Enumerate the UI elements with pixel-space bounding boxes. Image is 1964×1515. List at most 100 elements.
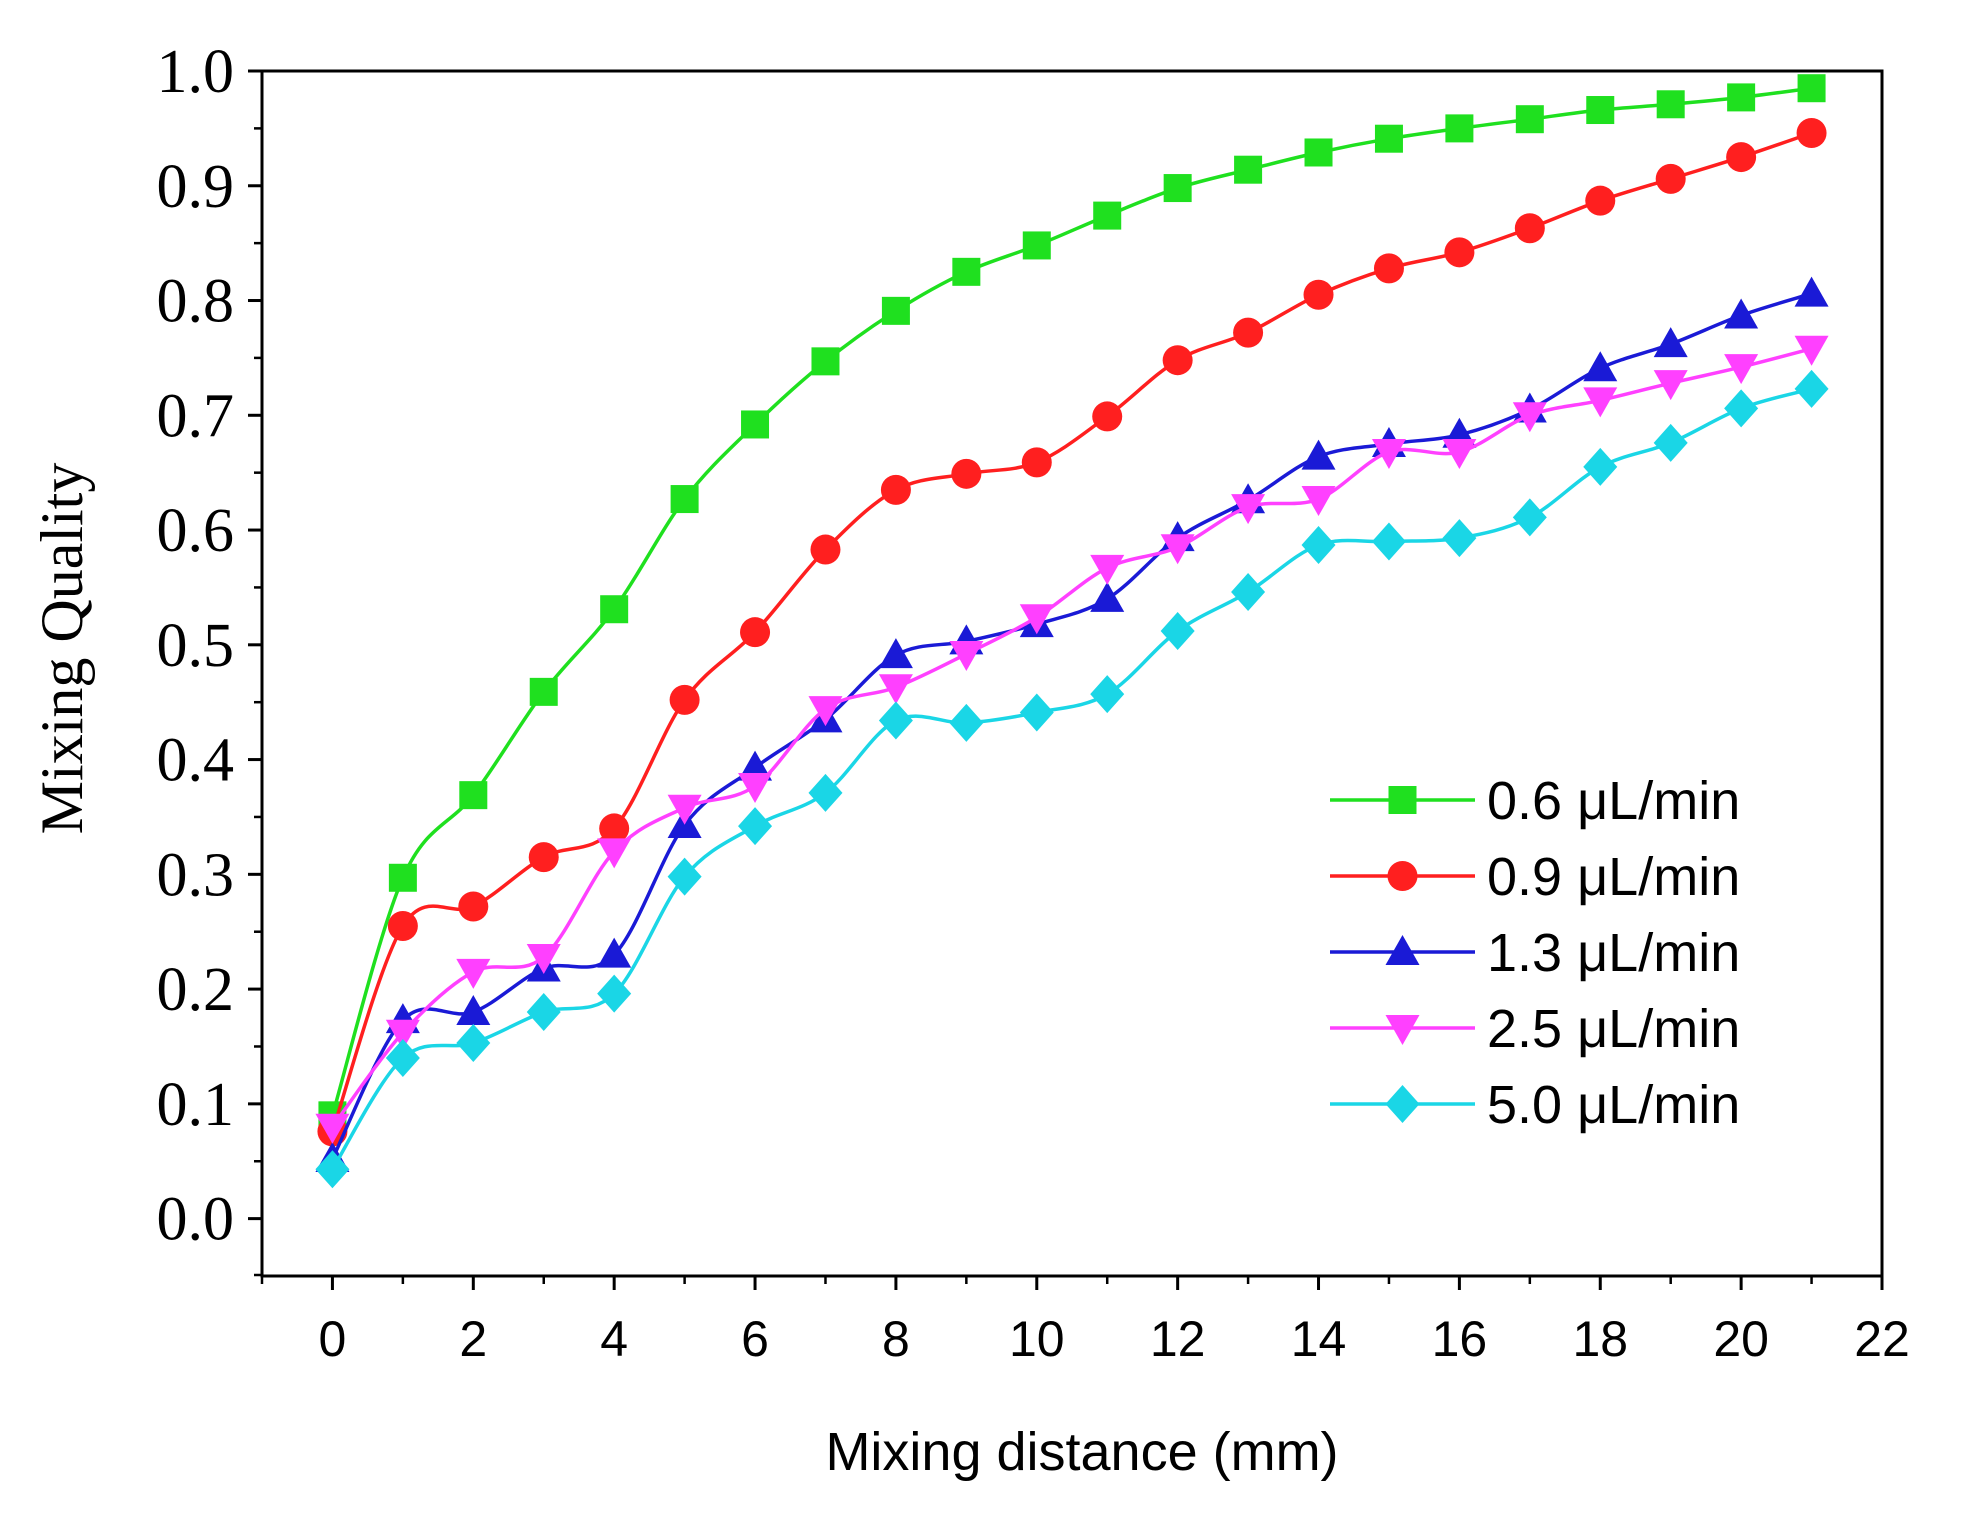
data-point — [1794, 369, 1829, 408]
data-point — [1656, 90, 1685, 119]
data-point — [1442, 519, 1477, 558]
data-point — [1585, 185, 1616, 216]
data-point — [315, 1150, 350, 1189]
data-point — [1373, 253, 1404, 284]
legend-marker — [1385, 1085, 1420, 1123]
legend-label: 5.0 μL/min — [1487, 1075, 1740, 1135]
data-point — [1796, 117, 1827, 148]
data-point — [1303, 279, 1334, 310]
data-point — [669, 684, 700, 715]
data-point — [1090, 581, 1125, 612]
data-point — [1162, 345, 1193, 376]
y-tick-label: 0.4 — [157, 727, 235, 795]
data-point — [1231, 494, 1266, 525]
data-point — [1090, 675, 1125, 714]
data-point — [949, 640, 984, 671]
y-axis-label: Mixing Quality — [29, 463, 95, 835]
data-point — [951, 458, 982, 489]
y-tick-label: 0.5 — [157, 612, 235, 680]
data-point — [878, 638, 913, 669]
data-point — [949, 703, 984, 742]
data-point — [1514, 213, 1545, 244]
data-point — [1794, 276, 1829, 307]
data-point — [526, 993, 561, 1032]
data-point — [1022, 231, 1051, 260]
data-point — [1655, 163, 1686, 194]
data-point — [459, 781, 488, 810]
legend-label: 0.9 μL/min — [1487, 847, 1740, 907]
data-point — [740, 617, 771, 648]
data-point — [738, 807, 773, 846]
data-point — [456, 1024, 491, 1063]
x-tick-label: 8 — [882, 1311, 910, 1367]
data-point — [1512, 402, 1547, 433]
data-point — [597, 838, 632, 869]
data-point — [528, 842, 559, 873]
y-tick-label: 0.1 — [157, 1071, 235, 1139]
legend-marker — [1388, 786, 1417, 814]
data-point — [529, 677, 558, 706]
data-point — [1653, 423, 1688, 462]
data-point — [1794, 335, 1829, 366]
data-point — [315, 1113, 350, 1144]
legend-label: 2.5 μL/min — [1487, 999, 1740, 1059]
legend-item-3: 2.5 μL/min — [1330, 999, 1740, 1059]
x-tick-label: 12 — [1150, 1311, 1206, 1367]
data-point — [1653, 370, 1688, 401]
data-point — [1586, 96, 1615, 125]
data-point — [1374, 124, 1403, 153]
data-point — [670, 485, 699, 514]
data-point — [1727, 83, 1756, 112]
y-tick-label: 1.0 — [157, 38, 235, 106]
data-point — [387, 910, 418, 941]
data-point — [1442, 439, 1477, 470]
data-point — [600, 595, 629, 624]
x-tick-label: 22 — [1854, 1311, 1910, 1367]
series-3 — [315, 335, 1829, 1144]
y-tick-label: 0.7 — [157, 382, 235, 450]
data-point — [1371, 522, 1406, 561]
data-point — [385, 1019, 420, 1050]
data-point — [741, 410, 770, 439]
data-point — [1583, 447, 1618, 486]
data-point — [1301, 486, 1336, 517]
data-point — [597, 937, 632, 968]
axes-layer: 0.0 0.1 0.2 0.3 0.4 0.5 0.6 0.7 0.8 0.9 1.0 0 2 4 6 8 10… — [157, 38, 1910, 1367]
data-point — [1797, 74, 1826, 103]
legend-marker — [1385, 1015, 1420, 1045]
data-point — [952, 257, 981, 286]
data-point — [1726, 142, 1757, 173]
data-point — [810, 534, 841, 565]
data-point — [597, 974, 632, 1013]
data-point — [811, 347, 840, 376]
data-point — [385, 1038, 420, 1077]
data-point — [458, 891, 489, 922]
x-tick-label: 10 — [1009, 1311, 1065, 1367]
data-point — [1093, 201, 1122, 230]
data-point — [1371, 439, 1406, 470]
data-point — [388, 863, 417, 892]
data-point — [1090, 554, 1125, 585]
y-tick-label: 0.9 — [157, 153, 235, 221]
x-tick-label: 18 — [1572, 1311, 1628, 1367]
data-point — [667, 794, 702, 825]
legend-marker — [1385, 935, 1420, 965]
data-point — [1724, 389, 1759, 428]
y-tick-label: 0.3 — [157, 841, 235, 909]
data-point — [1444, 237, 1475, 268]
series-0 — [318, 74, 1826, 1130]
data-point — [1512, 498, 1547, 537]
data-point — [526, 943, 561, 974]
data-point — [1231, 573, 1266, 612]
data-point — [880, 474, 911, 505]
legend-marker — [1387, 861, 1418, 891]
data-point — [1653, 327, 1688, 358]
data-point — [1515, 105, 1544, 134]
data-point — [1021, 447, 1052, 478]
x-tick-label: 0 — [319, 1311, 347, 1367]
data-point — [1583, 351, 1618, 382]
data-point — [1301, 525, 1336, 564]
data-point — [667, 857, 702, 896]
data-point — [808, 773, 843, 812]
data-point — [1301, 439, 1336, 470]
